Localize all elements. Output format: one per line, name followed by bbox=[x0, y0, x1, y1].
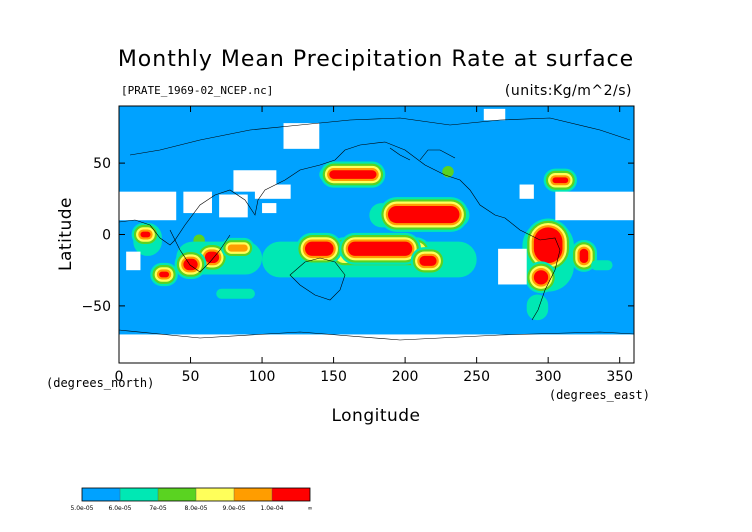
x-unit-label: (degrees_east) bbox=[549, 388, 650, 402]
y-unit-label: (degrees_north) bbox=[46, 376, 154, 390]
x-tick-label: 250 bbox=[463, 369, 490, 385]
missing-data-cell bbox=[283, 123, 320, 149]
colorbar-swatch bbox=[196, 488, 234, 501]
precip-region bbox=[329, 170, 377, 179]
precip-region bbox=[526, 294, 549, 321]
precip-region bbox=[533, 270, 549, 285]
x-tick-label: 200 bbox=[392, 369, 419, 385]
colorbar-label: ∞ bbox=[308, 505, 313, 512]
colorbar-swatch bbox=[120, 488, 158, 501]
missing-data-cell bbox=[519, 184, 534, 199]
precip-region bbox=[347, 241, 413, 256]
colorbar-label: 5.0e-05 bbox=[70, 505, 93, 512]
colorbar-label: 9.0e-05 bbox=[222, 505, 245, 512]
x-tick-label: 300 bbox=[535, 369, 562, 385]
colorbar-swatch bbox=[82, 488, 120, 501]
y-tick-label: 50 bbox=[93, 156, 111, 172]
units-label: (units:Kg/m^2/s) bbox=[505, 83, 632, 99]
precip-region bbox=[140, 231, 151, 238]
precip-region bbox=[442, 165, 454, 178]
missing-data-cell bbox=[254, 184, 291, 199]
missing-data-cell bbox=[119, 334, 634, 363]
x-axis-ticks: 0 50 100 150 200 250 300 350 bbox=[115, 106, 633, 385]
missing-data-cell bbox=[126, 251, 141, 271]
colorbar-swatch bbox=[234, 488, 272, 501]
colorbar: 5.0e-05 6.0e-05 7e-05 8.0e-05 9.0e-05 1.0e-04… bbox=[70, 487, 313, 512]
precip-region bbox=[591, 260, 613, 271]
x-tick-label: 0 bbox=[115, 369, 124, 385]
precip-region bbox=[533, 227, 563, 264]
x-tick-label: 350 bbox=[606, 369, 633, 385]
colorbar-label: 1.0e-04 bbox=[260, 505, 283, 512]
x-axis-label: Longitude bbox=[331, 406, 420, 426]
colorbar-swatch bbox=[272, 488, 310, 501]
precip-region bbox=[227, 244, 248, 252]
colorbar-swatch bbox=[158, 488, 196, 501]
precip-region bbox=[159, 271, 170, 278]
missing-data-cell bbox=[483, 108, 506, 121]
precip-region bbox=[552, 177, 569, 184]
x-tick-label: 50 bbox=[182, 369, 200, 385]
x-tick-label: 100 bbox=[249, 369, 276, 385]
missing-data-cell bbox=[219, 194, 248, 218]
colorbar-label: 7e-05 bbox=[149, 505, 166, 512]
precip-region bbox=[216, 288, 255, 299]
precip-region bbox=[579, 248, 589, 264]
precip-region bbox=[304, 241, 334, 256]
precip-region bbox=[183, 258, 198, 271]
missing-data-cell bbox=[498, 248, 527, 285]
colorbar-label: 6.0e-05 bbox=[108, 505, 131, 512]
x-tick-label: 150 bbox=[320, 369, 347, 385]
chart-title: Monthly Mean Precipitation Rate at surfa… bbox=[118, 47, 634, 72]
source-label: [PRATE_1969-02_NCEP.nc] bbox=[121, 84, 273, 97]
precip-region bbox=[419, 255, 437, 266]
y-axis-label: Latitude bbox=[56, 197, 76, 271]
missing-data-cell bbox=[183, 191, 212, 214]
precip-region bbox=[387, 205, 460, 224]
coastlines bbox=[119, 117, 634, 341]
y-axis-ticks: −50 0 50 bbox=[81, 156, 634, 315]
y-tick-label: 0 bbox=[102, 228, 111, 244]
colorbar-label: 8.0e-05 bbox=[184, 505, 207, 512]
precip-region bbox=[204, 251, 220, 264]
missing-data-cell bbox=[119, 191, 177, 221]
missing-data-cell bbox=[262, 203, 277, 214]
y-tick-label: −50 bbox=[81, 299, 111, 315]
precipitation-field bbox=[131, 161, 613, 321]
missing-data-cell bbox=[555, 191, 634, 221]
